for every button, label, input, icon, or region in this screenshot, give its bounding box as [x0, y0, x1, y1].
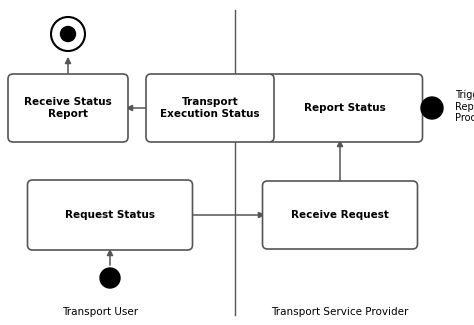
Text: Receive Status
Report: Receive Status Report [24, 97, 112, 119]
Text: Transport Service Provider: Transport Service Provider [271, 307, 409, 317]
Text: Transport
Execution Status: Transport Execution Status [160, 97, 260, 119]
FancyBboxPatch shape [146, 74, 274, 142]
Text: Receive Request: Receive Request [291, 210, 389, 220]
Text: Request Status: Request Status [65, 210, 155, 220]
Text: Report Status: Report Status [304, 103, 386, 113]
Text: Trigger
Reporting
Procedure: Trigger Reporting Procedure [455, 90, 474, 123]
Text: Transport User: Transport User [62, 307, 138, 317]
FancyBboxPatch shape [27, 180, 192, 250]
FancyBboxPatch shape [263, 181, 418, 249]
Circle shape [100, 268, 120, 288]
Circle shape [421, 97, 443, 119]
FancyBboxPatch shape [267, 74, 422, 142]
FancyBboxPatch shape [8, 74, 128, 142]
Circle shape [61, 27, 75, 42]
